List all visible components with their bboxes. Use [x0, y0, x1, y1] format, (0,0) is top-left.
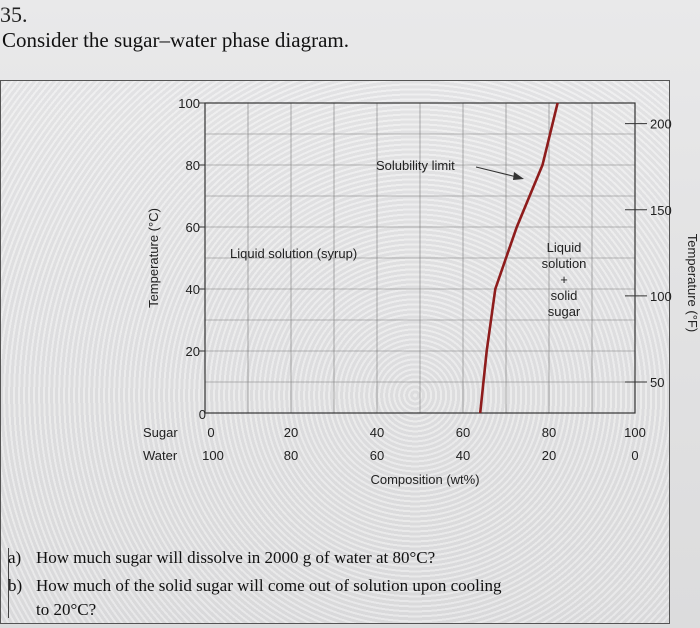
- part-b-cont-text: to 20°C?: [36, 600, 97, 619]
- y-right-tick-label: 200: [650, 117, 672, 132]
- annotation-liquid-region: Liquid solution (syrup): [230, 246, 357, 261]
- two-phase-label-line: solution: [542, 256, 587, 271]
- x-tick-label-water: 0: [631, 448, 638, 463]
- y-tick-label: 100: [178, 96, 200, 111]
- annotation-solubility-limit: Solubility limit: [376, 158, 455, 173]
- part-a-text: How much sugar will dissolve in 2000 g o…: [36, 548, 436, 567]
- x-tick-label-water: 40: [456, 448, 470, 463]
- y-axis-right-label: Temperature (°F): [685, 234, 700, 332]
- y-tick-label: 20: [186, 344, 200, 359]
- x-tick-label-water: 100: [202, 448, 224, 463]
- two-phase-label-line: sugar: [548, 304, 581, 319]
- two-phase-label-line: solid: [551, 288, 578, 303]
- y-right-tick-label: 100: [650, 289, 672, 304]
- x-tick-label-sugar: 40: [370, 425, 384, 440]
- solubility-limit-line: [478, 102, 559, 414]
- y-tick-label: 0: [199, 407, 206, 422]
- plot-frame: [204, 102, 636, 414]
- x-tick-label-sugar: 0: [207, 425, 214, 440]
- question-title: Consider the sugar–water phase diagram.: [2, 28, 349, 52]
- part-a-letter: a): [8, 548, 22, 567]
- question-number: 35.: [0, 2, 28, 27]
- x-tick-label-water: 80: [284, 448, 298, 463]
- y-tick-label: 40: [186, 282, 200, 297]
- part-a: a) How much sugar will dissolve in 2000 g…: [8, 548, 435, 568]
- y-right-tick-label: 50: [650, 375, 664, 390]
- figure-box: [0, 80, 670, 624]
- x-row-sugar-label: Sugar: [143, 425, 178, 440]
- two-phase-label-line: +: [560, 272, 568, 287]
- part-b: b) How much of the solid sugar will come …: [8, 576, 502, 596]
- question-rule: [8, 548, 9, 618]
- x-tick-label-sugar: 60: [456, 425, 470, 440]
- y-tick-label: 60: [186, 220, 200, 235]
- y-right-tick-label: 150: [650, 203, 672, 218]
- arrow-head: [513, 172, 524, 180]
- x-axis-label: Composition (wt%): [370, 472, 479, 487]
- axis-ticks: 0204060801005010015020001002080406060408…: [178, 96, 671, 463]
- y-tick-label: 80: [186, 158, 200, 173]
- x-tick-label-water: 20: [542, 448, 556, 463]
- x-tick-label-sugar: 20: [284, 425, 298, 440]
- solubility-curve: [478, 102, 559, 414]
- y-axis-label: Temperature (°C): [146, 208, 161, 308]
- two-phase-label-line: Liquid: [547, 240, 582, 255]
- x-tick-label-water: 60: [370, 448, 384, 463]
- part-b-cont: to 20°C?: [8, 600, 96, 620]
- grid: [205, 103, 635, 413]
- x-row-water-label: Water: [143, 448, 178, 463]
- x-tick-label-sugar: 80: [542, 425, 556, 440]
- part-b-letter: b): [8, 576, 23, 595]
- part-b-text: How much of the solid sugar will come ou…: [36, 576, 502, 595]
- x-tick-label-sugar: 100: [624, 425, 646, 440]
